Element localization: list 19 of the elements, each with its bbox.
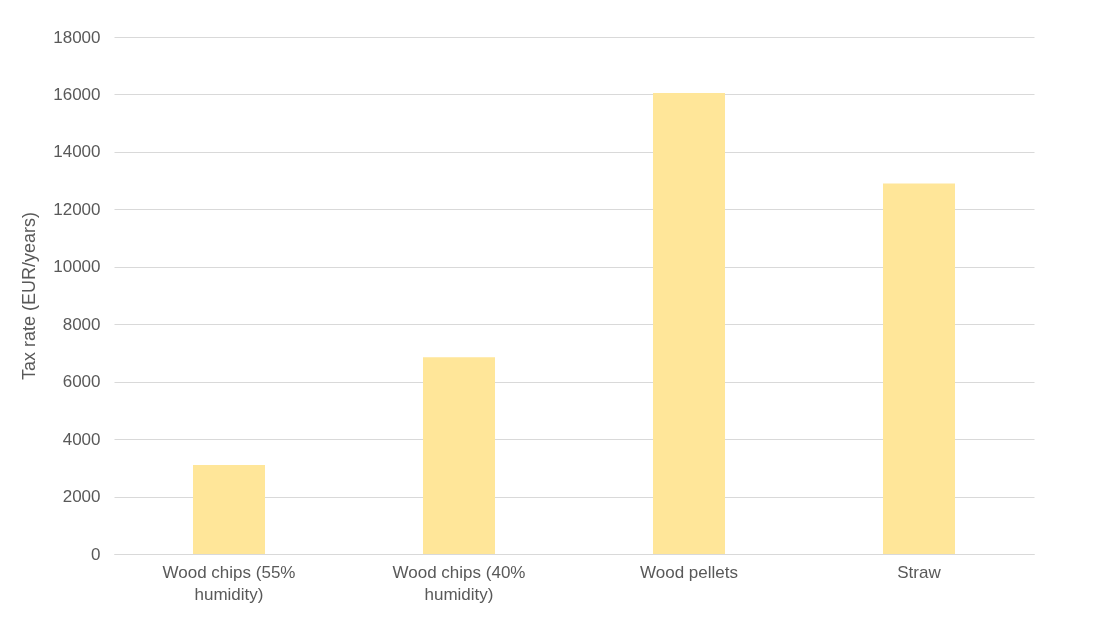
y-tick-label: 16000 (53, 84, 101, 104)
bar (193, 464, 265, 554)
bar (883, 183, 955, 554)
bar (653, 93, 725, 554)
x-tick-label: Wood chips (40% humidity) (392, 562, 526, 604)
x-tick-label: Wood pellets (640, 562, 738, 582)
y-tick-label: 0 (91, 544, 101, 564)
y-axis-title: Tax rate (EUR/years) (19, 211, 40, 381)
y-tick-label: 12000 (53, 199, 101, 219)
x-tick-label: Wood chips (55% humidity) (162, 562, 296, 604)
y-tick-label: 2000 (62, 487, 101, 507)
y-tick-label: 6000 (62, 372, 101, 392)
bar (423, 357, 495, 554)
y-tick-label: 10000 (53, 257, 101, 277)
y-tick-label: 4000 (62, 429, 101, 449)
x-tick-label: Straw (897, 562, 942, 582)
y-tick-label: 8000 (62, 314, 101, 334)
y-tick-label: 14000 (53, 142, 101, 162)
y-tick-label: 18000 (53, 27, 101, 47)
